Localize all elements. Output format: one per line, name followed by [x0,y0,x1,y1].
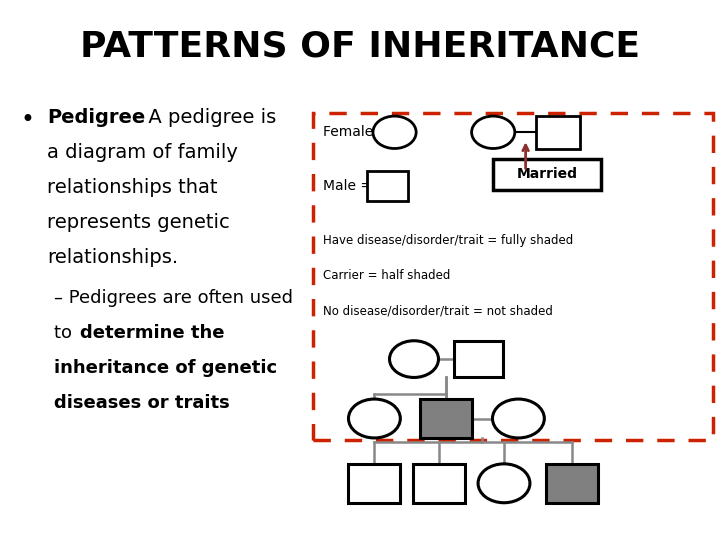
Circle shape [373,116,416,148]
Circle shape [348,399,400,438]
Text: Carrier = half shaded: Carrier = half shaded [323,269,450,282]
Text: Pedigree: Pedigree [47,108,145,127]
Text: – Pedigrees are often used: – Pedigrees are often used [54,289,293,307]
Text: Female =: Female = [323,125,389,139]
Text: .: . [211,394,217,412]
Text: – A pedigree is: – A pedigree is [126,108,276,127]
Text: inheritance of genetic: inheritance of genetic [54,359,277,377]
Text: diseases or traits: diseases or traits [54,394,230,412]
Text: relationships that: relationships that [47,178,217,197]
Text: No disease/disorder/trait = not shaded: No disease/disorder/trait = not shaded [323,304,552,317]
Bar [493,159,601,190]
Circle shape [492,399,544,438]
Text: PATTERNS OF INHERITANCE: PATTERNS OF INHERITANCE [80,30,640,64]
Text: a diagram of family: a diagram of family [47,143,238,162]
Text: Have disease/disorder/trait = fully shaded: Have disease/disorder/trait = fully shad… [323,234,573,247]
Bar [348,464,400,503]
Text: determine the: determine the [80,324,225,342]
Text: to: to [54,324,78,342]
Text: Male =: Male = [323,179,372,193]
Text: represents genetic: represents genetic [47,213,230,232]
Text: •: • [20,108,34,132]
Bar [420,399,472,438]
Bar [367,171,408,201]
Text: Married: Married [517,167,577,181]
Bar [313,113,713,440]
Circle shape [472,116,515,148]
Bar [413,464,465,503]
Circle shape [390,341,438,377]
Circle shape [478,464,530,503]
Bar [546,464,598,503]
Text: relationships.: relationships. [47,248,178,267]
Bar [536,116,580,148]
Bar [454,341,503,377]
